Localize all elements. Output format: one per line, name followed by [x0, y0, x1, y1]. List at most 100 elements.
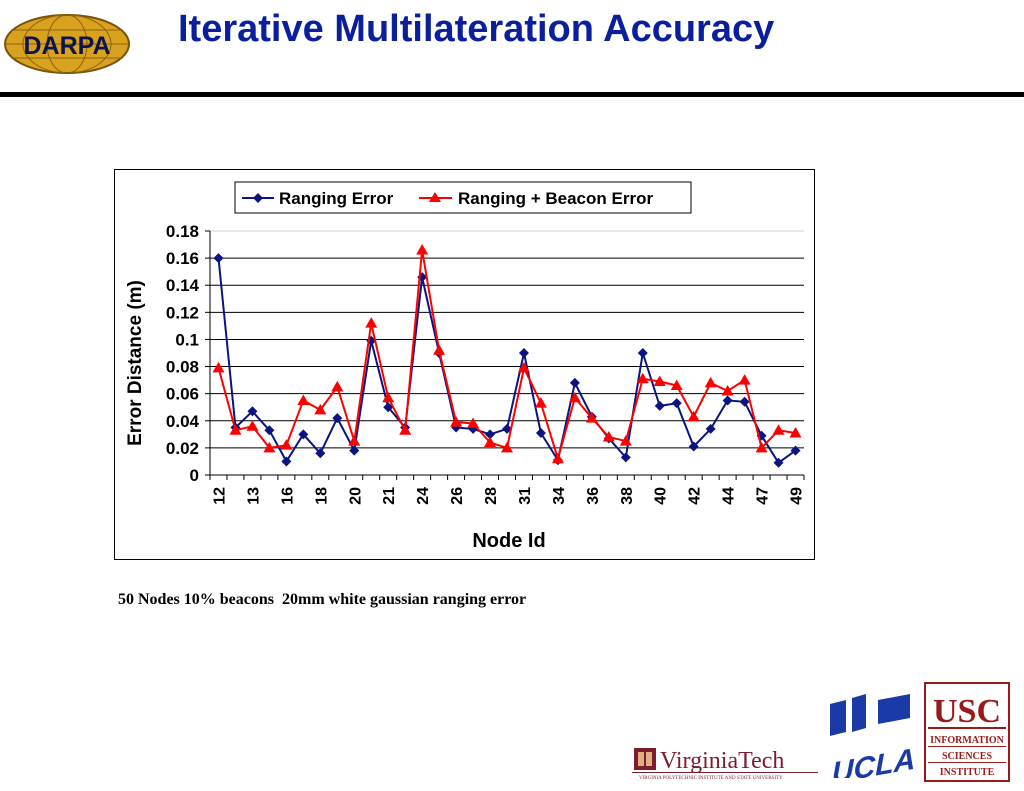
data-point-triangle [585, 412, 598, 423]
y-tick-label: 0.16 [166, 249, 199, 268]
data-point-diamond [247, 406, 258, 417]
data-point-diamond [485, 429, 496, 440]
data-point-triangle [551, 452, 564, 464]
x-tick-label: 21 [381, 487, 398, 505]
legend-label-ranging-beacon-error: Ranging + Beacon Error [458, 189, 653, 208]
data-point-triangle [653, 375, 666, 386]
x-tick-label: 16 [279, 487, 296, 505]
virginia-tech-wordmark: VirginiaTech [660, 748, 784, 774]
y-tick-labels: 0 0.02 0.04 0.06 0.08 0.1 0.12 0.14 0.16 0.18 [166, 222, 200, 485]
data-point-diamond [451, 422, 462, 433]
usc-sub-line-2: SCIENCES [942, 751, 992, 762]
data-point-triangle [670, 379, 683, 391]
y-tick-label: 0 [190, 466, 199, 485]
data-point-diamond [790, 445, 801, 456]
x-tick-label: 20 [347, 487, 364, 505]
x-tick-label: 13 [245, 487, 262, 505]
data-point-triangle [331, 380, 344, 392]
usc-wordmark: USC [933, 693, 1001, 730]
x-tick-labels: 12 13 16 18 20 21 24 26 28 31 34 36 38 40 42 44 47 49 [211, 487, 805, 505]
data-point-triangle [399, 424, 412, 435]
y-tick-label: 0.12 [166, 303, 199, 322]
data-point-diamond [722, 395, 733, 406]
x-tick-label: 26 [449, 487, 466, 505]
data-point-diamond [739, 396, 750, 407]
data-point-triangle [348, 435, 361, 446]
legend: Ranging Error Ranging + Beacon Error [234, 181, 692, 214]
data-point-triangle [246, 420, 259, 431]
data-point-diamond [349, 445, 360, 456]
chart-frame [114, 169, 815, 560]
usc-sub-line-1: INFORMATION [930, 735, 1004, 746]
data-point-triangle [501, 441, 513, 453]
x-tick-label: 38 [619, 487, 636, 505]
data-point-triangle [755, 441, 768, 453]
x-tick-label: 28 [483, 487, 500, 505]
line-chart: 00.020.040.060.080.10.120.140.160.18 12 1… [125, 181, 806, 552]
x-axis-label: Node Id [472, 530, 545, 552]
data-point-triangle [433, 344, 446, 355]
darpa-logo: DARPA [4, 14, 130, 74]
data-point-triangle [382, 391, 395, 403]
data-point-triangle [704, 376, 717, 388]
x-tick-label: 18 [313, 487, 330, 505]
y-tick-label: 0.08 [166, 358, 199, 377]
title-divider [0, 92, 1024, 97]
y-tick-label: 0.04 [166, 412, 200, 431]
legend-diamond-icon [253, 193, 263, 203]
data-point-diamond [773, 457, 784, 468]
data-point-triangle [280, 439, 293, 450]
data-point-triangle [314, 403, 327, 415]
y-tick-label: 0.06 [166, 385, 199, 404]
data-point-diamond [383, 402, 394, 413]
virginia-tech-subtitle: VIRGINIA POLYTECHNIC INSTITUTE AND STATE… [639, 776, 783, 781]
data-point-triangle [602, 431, 615, 442]
data-point-diamond [332, 413, 343, 424]
data-point-diamond [281, 456, 292, 467]
usc-isi-logo: USC INFORMATION SCIENCES INSTITUTE [924, 682, 1010, 782]
data-point-triangle [229, 424, 242, 435]
x-tick-label: 42 [687, 487, 704, 505]
data-point-diamond [637, 348, 648, 358]
data-point-diamond [569, 377, 580, 388]
data-point-triangle [450, 416, 463, 427]
x-tick-label: 40 [653, 487, 670, 505]
ucla-logo: UCLA [830, 694, 915, 778]
chart-caption: 50 Nodes 10% beacons 20mm white gaussian… [118, 591, 527, 608]
grid-lines [210, 230, 804, 449]
data-point-diamond [671, 398, 682, 409]
data-point-triangle [263, 441, 276, 453]
data-point-triangle [687, 410, 700, 422]
data-point-diamond [654, 400, 665, 411]
virginia-tech-logo: VirginiaTech VIRGINIA POLYTECHNIC INSTIT… [632, 748, 818, 781]
data-point-triangle [467, 417, 480, 428]
page-title: Iterative Multilateration Accuracy [178, 8, 775, 50]
y-tick-label: 0.1 [175, 330, 199, 349]
legend-triangle-icon [429, 192, 441, 202]
data-point-triangle [416, 243, 429, 255]
x-tick-label: 31 [517, 487, 534, 505]
data-point-triangle [297, 394, 310, 405]
data-point-triangle [619, 435, 632, 446]
y-tick-label: 0.02 [166, 439, 199, 458]
data-point-triangle [212, 361, 225, 373]
x-tick-label: 34 [551, 487, 568, 505]
data-point-diamond [535, 427, 546, 438]
data-point-triangle [636, 372, 649, 384]
data-point-triangle [738, 374, 751, 385]
x-tick-label: 44 [721, 487, 738, 505]
axes [205, 230, 805, 480]
data-point-diamond [620, 452, 631, 463]
data-point-triangle [568, 391, 581, 403]
data-point-triangle [484, 436, 497, 447]
x-tick-label: 49 [789, 487, 806, 505]
data-point-diamond [688, 441, 699, 452]
data-point-triangle [534, 397, 547, 408]
legend-label-ranging-error: Ranging Error [279, 189, 394, 208]
x-tick-label: 24 [415, 487, 432, 505]
data-point-diamond [264, 425, 275, 436]
x-tick-label: 12 [211, 487, 228, 505]
series [212, 243, 802, 468]
data-point-triangle [365, 317, 378, 328]
y-axis-label: Error Distance (m) [125, 280, 146, 446]
